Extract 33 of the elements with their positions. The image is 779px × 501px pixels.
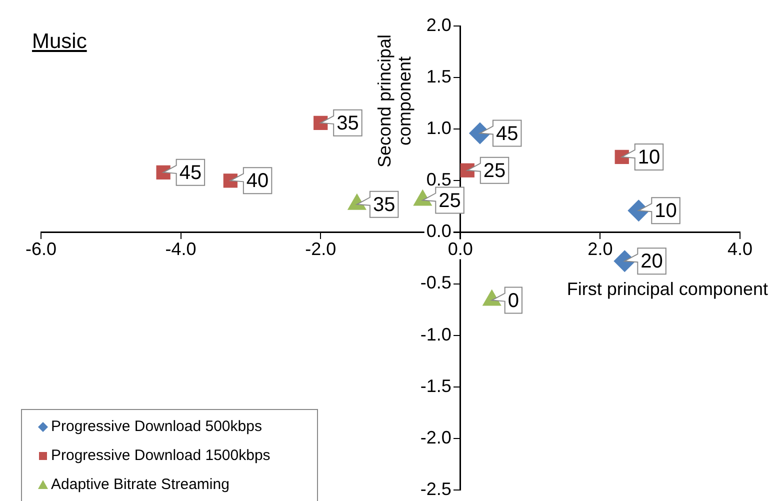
x-tick-label: 2.0: [588, 239, 613, 260]
annotation: 45: [179, 162, 202, 184]
annotation: 35: [372, 194, 396, 216]
y-tick-label: 0.5: [426, 170, 452, 190]
annotation: 35: [336, 112, 359, 134]
y-tick-label: 1.0: [426, 118, 452, 138]
annotation: 0: [508, 290, 519, 312]
y-tick-label: 0.0: [426, 221, 452, 242]
annotation: 40: [246, 170, 269, 192]
y-tick-label: -1.0: [420, 324, 452, 344]
annotation: 25: [483, 160, 506, 182]
annotation: 25: [438, 190, 461, 212]
annotation: 10: [654, 200, 677, 222]
y-axis-title: Second principal component: [374, 34, 414, 168]
legend-label: Progressive Download 500kbps: [51, 418, 262, 436]
y-tick-label: -2.0: [420, 427, 452, 448]
y-tick-label: -2.5: [420, 478, 452, 499]
legend-label: Adaptive Bitrate Streaming: [51, 476, 230, 494]
y-tick-label: 2.0: [426, 14, 452, 35]
chart-title: Music: [32, 30, 87, 54]
x-tick-label: -6.0: [25, 239, 57, 260]
annotation: 10: [638, 146, 660, 168]
x-tick-label: 4.0: [727, 239, 753, 260]
x-tick-label: 0.0: [448, 239, 473, 260]
x-axis-title: First principal component: [566, 279, 768, 300]
legend-label: Progressive Download 1500kbps: [51, 447, 270, 464]
x-tick-label: -2.0: [305, 239, 336, 260]
y-tick-label: 1.5: [426, 66, 452, 87]
annotation: 20: [640, 250, 663, 273]
y-tick-label: -0.5: [420, 272, 452, 293]
annotation: 45: [496, 122, 518, 145]
y-tick-label: -1.5: [420, 376, 452, 396]
x-tick-label: -4.0: [165, 239, 196, 260]
